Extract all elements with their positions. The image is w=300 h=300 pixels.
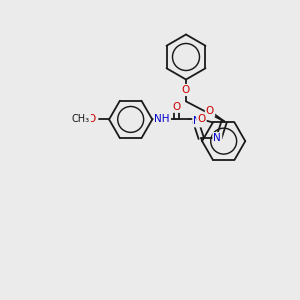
Text: O: O (172, 102, 180, 112)
Text: NH: NH (154, 114, 170, 124)
Text: O: O (182, 85, 190, 95)
Text: O: O (206, 106, 214, 116)
Text: O: O (88, 114, 96, 124)
Text: CH₃: CH₃ (72, 114, 90, 124)
Text: N: N (194, 116, 201, 126)
Text: O: O (197, 114, 206, 124)
Text: N: N (213, 133, 221, 143)
